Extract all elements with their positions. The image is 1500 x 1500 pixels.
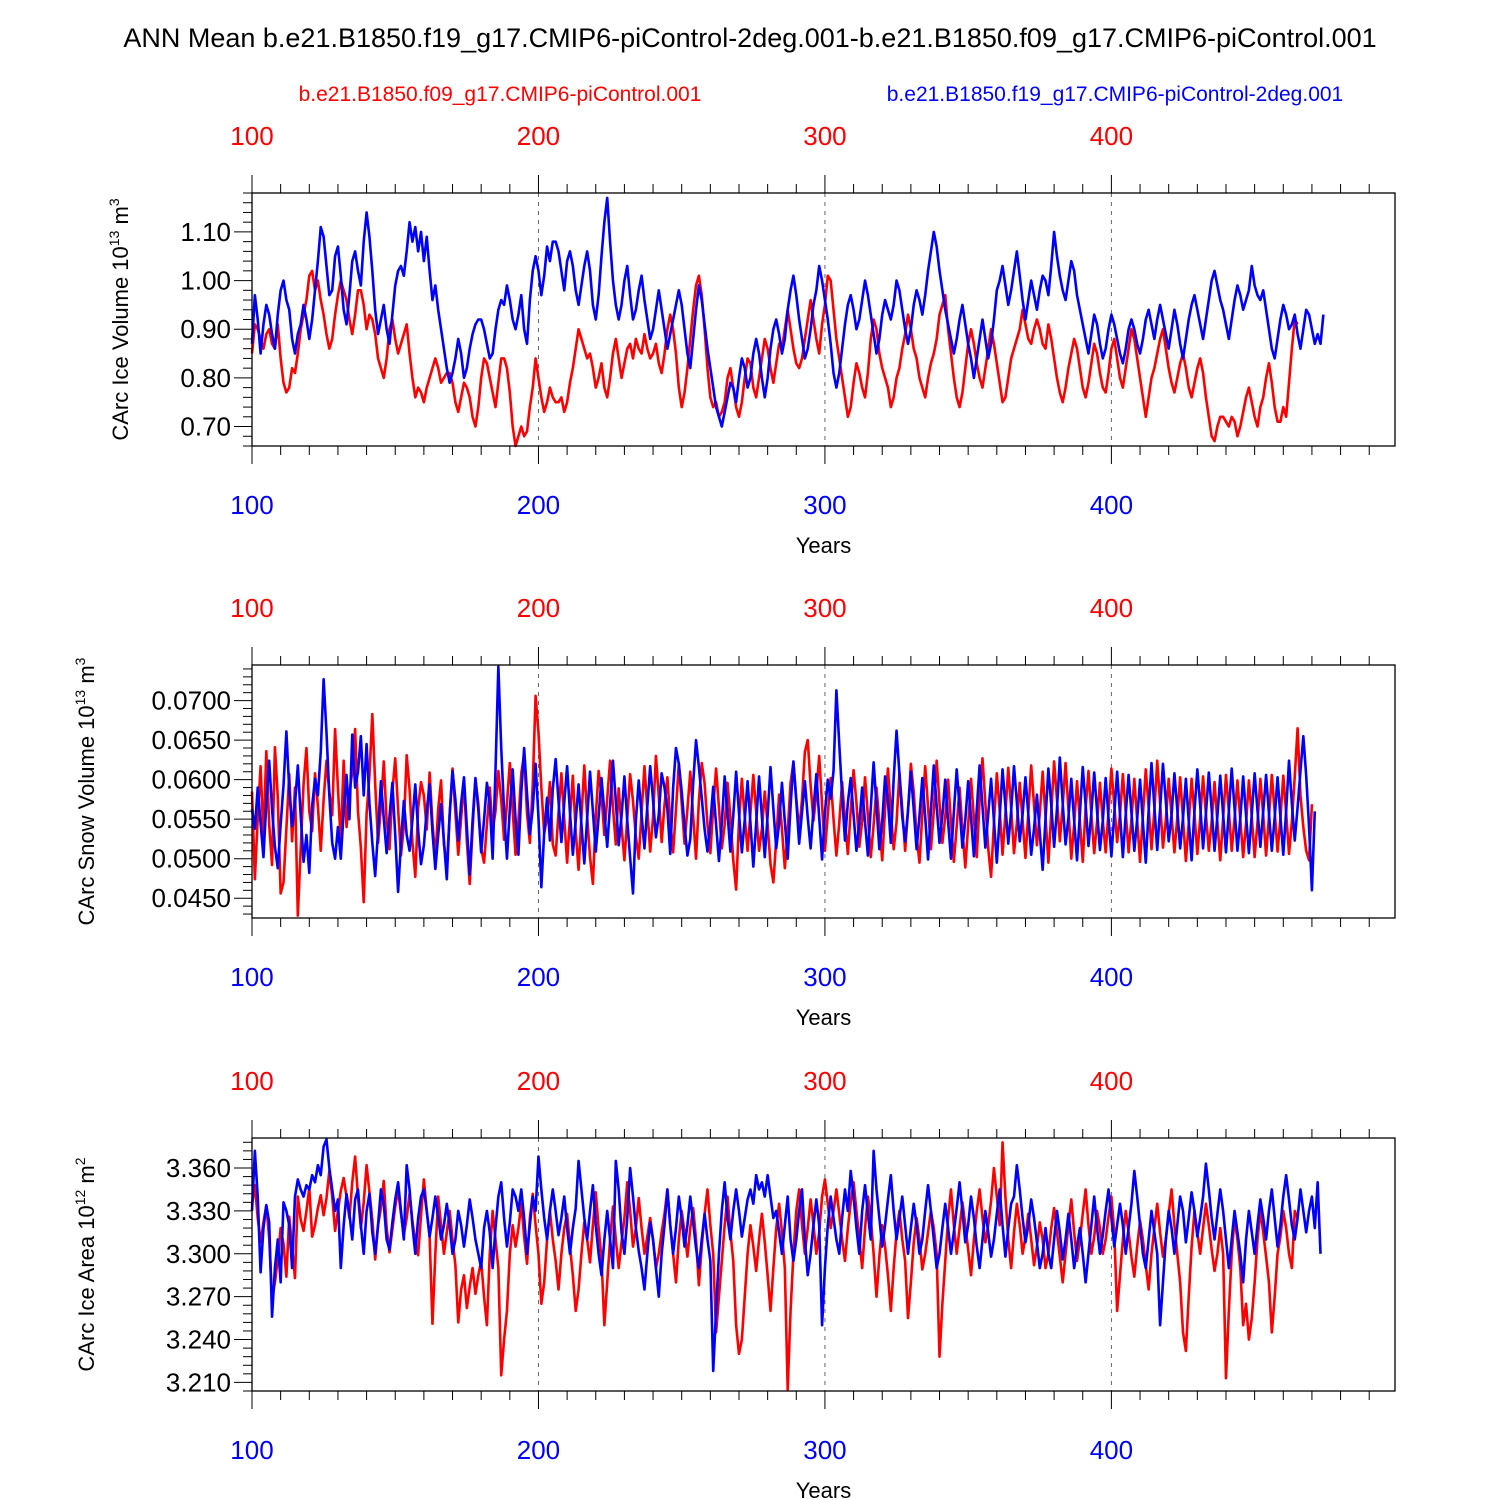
panel-1-xtick-label-top: 300 [803,121,846,151]
panel-1-ylabel-exponent: 13 [106,230,122,246]
panel-1-xtick-label-top: 200 [517,121,560,151]
panel-2-ylabel-unit-exponent: 3 [72,657,88,665]
panel-3-xtick-label-bottom: 200 [517,1435,560,1465]
panel-1-xtick-label-bottom: 200 [517,490,560,520]
panel-1-series-red [250,269,1299,448]
panel-1-series-blue [250,196,1325,428]
panel-2-xtick-label-top: 100 [230,593,273,623]
panel-2-xtick-label-bottom: 400 [1090,962,1133,992]
panel-2-xtick-label-top: 300 [803,593,846,623]
panel-1-xtick-label-bottom: 400 [1090,490,1133,520]
legend-red-label: b.e21.B1850.f09_g17.CMIP6-piControl.001 [299,83,702,106]
panel-2: 100 100 200 200 300 300 400 400 0.0450 0.0500 0.05… [72,593,1396,1030]
panel-3: 100 100 200 200 300 300 400 400 3.210 3.240 3.270 3… [72,1066,1396,1500]
chart-title: ANN Mean b.e21.B1850.f19_g17.CMIP6-piCon… [123,23,1376,53]
panel-3-ylabel: CArc Ice Area 1012 m2 [72,1157,99,1371]
panel-3-ytick-label: 3.210 [166,1367,231,1397]
panel-1-ytick-label: 0.70 [180,412,231,442]
panel-3-xtick-label-bottom: 400 [1090,1435,1133,1465]
panel-2-series-red [250,694,1314,917]
panel-3-ylabel-text: CArc Ice Area 10 [74,1205,99,1371]
panel-2-xtick-label-top: 200 [517,593,560,623]
panel-3-ylabel-unit-exponent: 2 [72,1157,88,1165]
panel-1-ytick-label: 1.00 [180,266,231,296]
panel-3-xtick-label-top: 400 [1090,1066,1133,1096]
panel-3-ylabel-exponent: 12 [72,1189,88,1205]
panel-3-xtick-label-bottom: 100 [230,1435,273,1465]
panel-2-ytick-label: 0.0450 [151,883,231,913]
panel-1-xtick-label-bottom: 100 [230,490,273,520]
panel-2-xlabel: Years [796,1005,851,1030]
panel-2-ytick-label: 0.0500 [151,844,231,874]
panel-1-ylabel-text: CArc Ice Volume 10 [108,246,133,440]
panel-1-xtick-label-bottom: 300 [803,490,846,520]
panel-1-ytick-label: 0.90 [180,314,231,344]
panel-3-ytick-label: 3.330 [166,1196,231,1226]
panel-1: 100 100 200 200 300 300 400 400 0.70 0.80 0.90 1.00… [106,121,1396,558]
panel-2-ylabel-text: CArc Snow Volume 10 [74,705,99,925]
panel-2-ytick-label: 0.0700 [151,686,231,716]
panel-2-ylabel: CArc Snow Volume 1013 m3 [72,657,99,925]
panel-1-xtick-label-top: 100 [230,121,273,151]
panel-2-xtick-label-top: 400 [1090,593,1133,623]
panel-3-xtick-label-bottom: 300 [803,1435,846,1465]
panel-1-ytick-label: 1.10 [180,217,231,247]
panel-1-ylabel-unit-exponent: 3 [106,198,122,206]
panel-2-ylabel-exponent: 13 [72,690,88,706]
panel-2-xtick-label-bottom: 200 [517,962,560,992]
panel-1-xlabel: Years [796,533,851,558]
panel-2-frame [251,664,1396,919]
panel-1-ylabel: CArc Ice Volume 1013 m3 [106,198,133,440]
panel-2-ytick-label: 0.0650 [151,725,231,755]
panel-3-frame [251,1137,1396,1392]
panel-2-xtick-label-bottom: 100 [230,962,273,992]
panel-3-ytick-label: 3.270 [166,1282,231,1312]
panels: 100 100 200 200 300 300 400 400 0.70 0.80 0.90 1.00… [72,121,1396,1500]
panel-3-ytick-label: 3.360 [166,1153,231,1183]
panel-1-xtick-label-top: 400 [1090,121,1133,151]
panel-3-xtick-label-top: 100 [230,1066,273,1096]
panel-3-xtick-label-top: 200 [517,1066,560,1096]
panel-2-ylabel-unit: m [74,665,99,689]
panel-1-ytick-label: 0.80 [180,363,231,393]
legend-blue-label: b.e21.B1850.f19_g17.CMIP6-piControl-2deg… [887,83,1343,106]
panel-3-ylabel-unit: m [74,1165,99,1189]
panel-3-ytick-label: 3.240 [166,1325,231,1355]
panel-2-series-blue [250,665,1317,895]
panel-2-ytick-label: 0.0600 [151,765,231,795]
panel-1-ylabel-unit: m [108,206,133,230]
panel-2-ytick-label: 0.0550 [151,804,231,834]
panel-3-xtick-label-top: 300 [803,1066,846,1096]
panel-3-ytick-label: 3.300 [166,1239,231,1269]
panel-3-series-blue [250,1138,1322,1373]
panel-2-xtick-label-bottom: 300 [803,962,846,992]
panel-3-xlabel: Years [796,1478,851,1500]
